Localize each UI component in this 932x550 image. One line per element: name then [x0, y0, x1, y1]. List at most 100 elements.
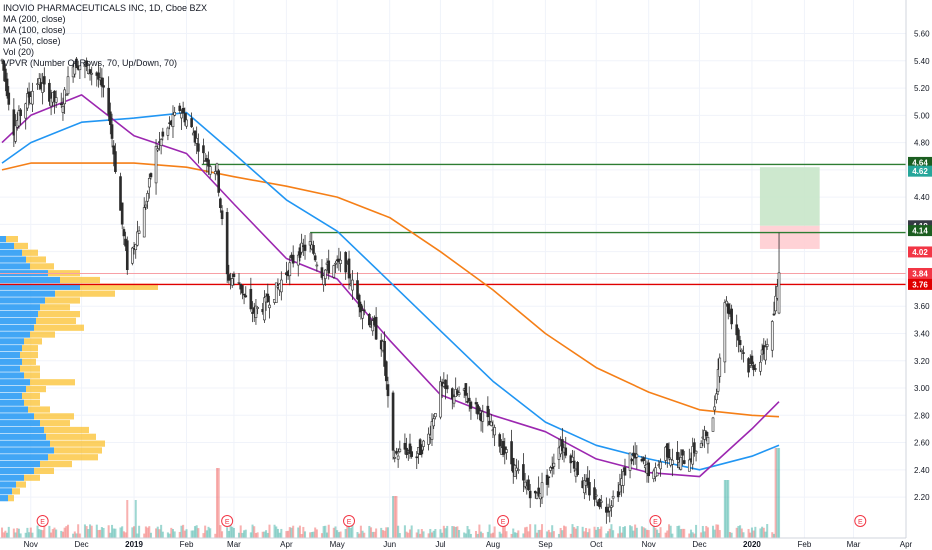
- candle-body: [572, 460, 576, 469]
- volume-bar: [160, 524, 163, 538]
- candle-body: [628, 452, 632, 471]
- volume-bar: [249, 532, 252, 538]
- volume-bar: [529, 524, 532, 538]
- candle-body: [181, 108, 185, 114]
- candle-body: [308, 241, 312, 246]
- price-tick-label: 3.00: [914, 384, 930, 393]
- long-position-tool[interactable]: [759, 167, 820, 249]
- volume-bar: [193, 526, 197, 538]
- price-label-text: 4.64: [912, 158, 928, 167]
- volume-bar: [7, 526, 10, 538]
- volume-bar: [256, 532, 259, 538]
- legend-title: INOVIO PHARMACEUTICALS INC, 1D, Cboe BZX: [3, 3, 208, 13]
- volume-bar: [620, 532, 623, 538]
- candle-body: [489, 421, 493, 426]
- candle-body: [726, 303, 730, 314]
- volume-bar: [312, 531, 315, 538]
- volume-bar: [676, 525, 679, 538]
- volume-bar: [53, 527, 56, 538]
- volume-bar: [209, 528, 212, 538]
- candle-body: [237, 282, 241, 284]
- candle-body: [41, 83, 44, 93]
- candle-body: [681, 449, 684, 456]
- volume-bar: [671, 533, 674, 538]
- candle-body: [594, 494, 598, 497]
- candle-body: [97, 72, 100, 80]
- candle-body: [742, 352, 745, 354]
- candle-body: [610, 505, 613, 508]
- candle-body: [137, 230, 141, 234]
- volume-bar: [356, 532, 359, 538]
- candle-body: [630, 458, 634, 462]
- volume-profile-up-bar: [0, 392, 22, 400]
- volume-profile-up-bar: [0, 372, 24, 379]
- volume-bar: [383, 530, 386, 538]
- volume-bar: [541, 524, 544, 538]
- candle-body: [481, 411, 485, 422]
- volume-bar: [486, 531, 489, 538]
- volume-bar: [334, 526, 337, 538]
- price-tick-label: 3.60: [914, 302, 930, 311]
- volume-bar: [158, 529, 161, 538]
- volume-bar: [244, 529, 247, 538]
- volume-profile-down-bar: [6, 236, 18, 243]
- candle-body: [230, 278, 234, 286]
- volume-bar: [298, 525, 301, 538]
- candle-body: [738, 340, 742, 346]
- volume-profile-down-bar: [40, 304, 70, 311]
- volume-bar: [381, 530, 384, 538]
- candle-body: [439, 381, 442, 418]
- candle-body: [398, 448, 402, 452]
- volume-bar: [243, 530, 246, 538]
- volume-bar: [469, 533, 472, 538]
- horizontal-levels[interactable]: [0, 163, 906, 286]
- candle-body: [190, 118, 193, 128]
- candle-body: [383, 340, 386, 367]
- volume-profile-down-bar: [30, 263, 54, 270]
- volume-bar: [771, 532, 774, 538]
- volume-profile-down-bar: [55, 290, 115, 297]
- volume-bar: [221, 531, 224, 538]
- volume-bar: [535, 532, 538, 538]
- candle-body: [362, 309, 366, 312]
- volume-bar: [774, 448, 777, 538]
- candle-body: [740, 349, 744, 352]
- volume-profile-down-bar: [45, 297, 80, 304]
- volume-bar: [263, 531, 266, 538]
- candle-body: [528, 490, 532, 499]
- volume-bar: [481, 533, 484, 538]
- volume-bar: [241, 532, 244, 538]
- volume-bar: [17, 528, 20, 538]
- volume-bar: [667, 524, 671, 538]
- volume-bar: [623, 526, 626, 538]
- volume-bar: [197, 528, 200, 538]
- volume-bar: [131, 527, 134, 538]
- volume-bar: [664, 532, 667, 538]
- volume-bar: [480, 531, 483, 538]
- volume-bar: [478, 524, 481, 538]
- candle-body: [195, 138, 198, 144]
- volume-bar: [683, 528, 686, 538]
- volume-bar: [337, 532, 340, 538]
- volume-profile: [0, 236, 158, 502]
- volume-bar: [111, 524, 114, 538]
- volume-bar: [635, 527, 638, 538]
- time-tick-label: Mar: [847, 540, 861, 549]
- volume-bar: [464, 533, 467, 538]
- volume-bar: [276, 528, 279, 538]
- time-axis[interactable]: Nov Dec 2019 Feb Mar Apr May Jun Jul Aug Sep Oct Nov…: [0, 537, 932, 550]
- candle-body: [527, 479, 530, 491]
- candle-body: [759, 361, 762, 372]
- candle-body: [642, 457, 645, 461]
- candle-body: [561, 439, 564, 451]
- earnings-event-marker: [221, 515, 234, 527]
- price-axis[interactable]: 5.605.405.205.004.804.604.404.204.003.80…: [905, 0, 932, 550]
- volume-bar: [517, 530, 520, 538]
- candle-body: [144, 204, 148, 208]
- candle-body: [432, 418, 436, 427]
- volume-profile-down-bar: [12, 488, 20, 495]
- candle-body: [576, 462, 579, 475]
- volume-bar: [112, 528, 115, 538]
